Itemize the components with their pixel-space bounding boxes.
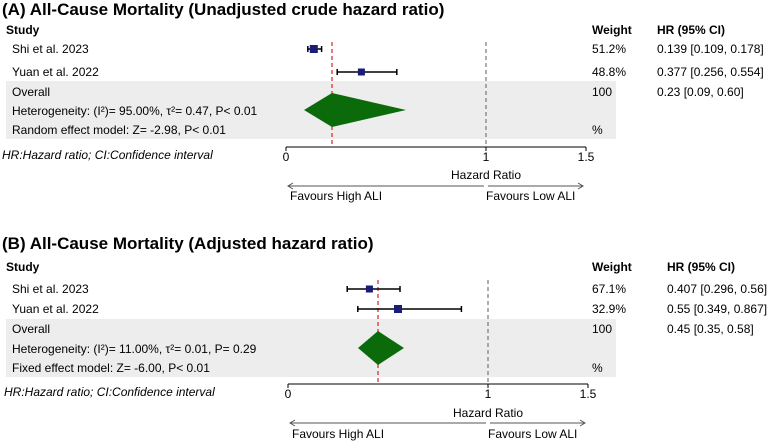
x-axis-label: Hazard Ratio (451, 168, 521, 182)
model-stats: Random effect model: Z= -2.98, P< 0.01 (12, 123, 226, 137)
forest-plot-a: 0 1 1.5 Hazard Ratio Favours High ALI Fa… (283, 42, 595, 203)
study-hr-ci: 0.407 [0.296, 0.56] (667, 282, 768, 296)
tick-label: 1 (483, 150, 490, 164)
study-weight: 67.1% (592, 282, 627, 296)
favours-right-label: Favours Low ALI (488, 427, 577, 441)
tick-label: 0 (285, 387, 292, 401)
tick-label: 1.5 (578, 150, 595, 164)
overall-hr-ci: 0.23 [0.09, 0.60] (657, 85, 744, 99)
weight-column-header: Weight (592, 260, 632, 274)
hr-column-header: HR (95% CI) (667, 260, 736, 274)
study-name: Shi et al. 2023 (12, 282, 89, 296)
favours-left-arrowhead (289, 419, 296, 427)
favours-left-label: Favours High ALI (290, 189, 382, 203)
weight-column-header: Weight (592, 23, 632, 37)
study-name: Yuan et al. 2022 (12, 65, 99, 79)
heterogeneity-stats: Heterogeneity: (I²)= 95.00%, τ²= 0.47, P… (12, 104, 258, 118)
pooled-band (6, 319, 616, 377)
favours-right-arrowhead (579, 419, 586, 427)
panel-title: (A) All-Cause Mortality (Unadjusted crud… (2, 0, 445, 19)
favours-left-arrowhead (287, 182, 294, 190)
study-weight: 32.9% (592, 302, 627, 316)
heterogeneity-stats: Heterogeneity: (I²)= 11.00%, τ²= 0.01, P… (12, 342, 257, 356)
study-column-header: Study (6, 260, 40, 274)
hr-column-header: HR (95% CI) (657, 23, 726, 37)
study-name: Shi et al. 2023 (12, 42, 89, 56)
model-unit: % (592, 123, 603, 137)
footnote: HR:Hazard ratio; CI:Confidence interval (4, 385, 215, 399)
study-hr-ci: 0.139 [0.109, 0.178] (657, 42, 764, 56)
pooled-diamond (358, 331, 404, 365)
model-stats: Fixed effect model: Z= -6.00, P< 0.01 (12, 361, 210, 375)
study-weight: 48.8% (592, 65, 627, 79)
forest-panel-b: (B) All-Cause Mortality (Adjusted hazard… (0, 232, 777, 443)
overall-label: Overall (12, 85, 51, 99)
study-estimate-square (309, 45, 318, 53)
study-estimate-square (394, 305, 402, 313)
favours-right-label: Favours Low ALI (486, 189, 575, 203)
tick-label: 1.5 (580, 387, 597, 401)
favours-left-label: Favours High ALI (292, 427, 384, 441)
study-name: Yuan et al. 2022 (12, 302, 99, 316)
panel-title: (B) All-Cause Mortality (Adjusted hazard… (2, 234, 374, 253)
forest-plot-b: 0 1 1.5 Hazard Ratio Favours High ALI Fa… (285, 280, 597, 441)
overall-weight: 100 (592, 322, 613, 336)
pooled-diamond (304, 93, 406, 127)
study-column-header: Study (6, 23, 40, 37)
forest-panel-a: (A) All-Cause Mortality (Unadjusted crud… (0, 0, 777, 215)
overall-hr-ci: 0.45 [0.35, 0.58] (667, 322, 754, 336)
study-hr-ci: 0.377 [0.256, 0.554] (657, 65, 764, 79)
overall-weight: 100 (592, 85, 613, 99)
study-hr-ci: 0.55 [0.349, 0.867] (667, 302, 768, 316)
study-estimate-square (357, 68, 365, 76)
x-axis-label: Hazard Ratio (453, 406, 523, 420)
model-unit: % (592, 361, 603, 375)
study-estimate-square (365, 285, 373, 293)
tick-label: 0 (283, 150, 290, 164)
footnote: HR:Hazard ratio; CI:Confidence interval (2, 148, 213, 162)
tick-label: 1 (485, 387, 492, 401)
overall-label: Overall (12, 322, 51, 336)
favours-right-arrowhead (577, 182, 584, 190)
study-weight: 51.2% (592, 42, 627, 56)
